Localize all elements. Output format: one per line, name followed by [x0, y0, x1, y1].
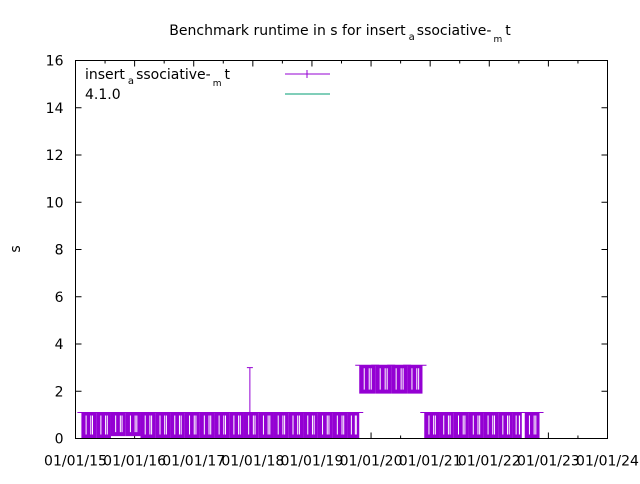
data-errorbar-block — [512, 412, 522, 439]
y-tick-label: 8 — [55, 243, 64, 259]
data-errorbar-block — [391, 365, 408, 394]
y-tick-label: 14 — [46, 101, 64, 117]
data-errorbar-block — [407, 365, 423, 394]
x-tick-label: 01/01/21 — [399, 454, 462, 470]
data-errorbar-block — [81, 412, 97, 439]
y-tick-label: 10 — [46, 195, 64, 211]
x-tick-label: 01/01/17 — [162, 454, 225, 470]
data-errorbar-block — [96, 412, 111, 439]
y-tick-label: 4 — [55, 337, 64, 353]
y-tick-label: 2 — [55, 384, 64, 400]
data-errorbar-block — [199, 412, 215, 439]
data-errorbar-block — [303, 412, 318, 439]
data-errorbar-block — [332, 412, 348, 439]
data-errorbar-block — [453, 412, 469, 439]
data-errorbar-block — [439, 412, 454, 439]
x-tick-label: 01/01/23 — [517, 454, 580, 470]
data-errorbar-block — [243, 412, 259, 439]
x-tick-label: 01/01/22 — [458, 454, 521, 470]
legend: insert a ssociative-mt 4.1.0 — [85, 67, 330, 103]
data-errorbar-block — [359, 365, 376, 394]
data-errorbar-block — [288, 412, 304, 439]
data-errorbar-block — [524, 412, 540, 439]
x-tick-label: 01/01/18 — [221, 454, 284, 470]
x-tick-label: 01/01/15 — [44, 454, 107, 470]
legend-label-version: 4.1.0 — [85, 87, 121, 103]
chart-title: Benchmark runtime in s for insert a ssocia… — [169, 23, 511, 45]
legend-label-series: insert a ssociative-mt — [85, 67, 231, 89]
y-axis-label: s — [8, 245, 24, 252]
data-errorbar-block — [375, 365, 392, 394]
data-errorbar-block — [273, 412, 289, 439]
y-tick-label: 0 — [55, 432, 64, 448]
y-tick-label: 6 — [55, 290, 64, 306]
y-tick-label: 12 — [46, 148, 64, 164]
data-errorbar-block — [498, 412, 513, 439]
x-tick-label: 01/01/24 — [576, 454, 639, 470]
data-errorbar-block — [140, 412, 156, 439]
plot-frame — [75, 60, 608, 439]
data-errorbar-block — [170, 412, 185, 439]
data-errorbar-block — [317, 412, 333, 439]
data-errorbar-block — [483, 412, 499, 439]
data-errorbar-block — [229, 412, 244, 439]
data-errorbar-block — [258, 412, 274, 439]
data-errorbar-block — [214, 412, 230, 439]
x-tick-label: 01/01/16 — [103, 454, 166, 470]
y-tick-label: 16 — [46, 54, 64, 70]
data-errorbar-block — [125, 412, 141, 437]
data-errorbar-block — [155, 412, 171, 439]
x-tick-label: 01/01/20 — [340, 454, 403, 470]
data-errorbar-block — [347, 412, 360, 439]
x-tick-label: 01/01/19 — [280, 454, 343, 470]
data-errorbar-block — [184, 412, 200, 439]
data-errorbar-block — [110, 412, 126, 437]
data-errorbar-block — [468, 412, 484, 439]
data-errorbar-block — [424, 412, 440, 439]
